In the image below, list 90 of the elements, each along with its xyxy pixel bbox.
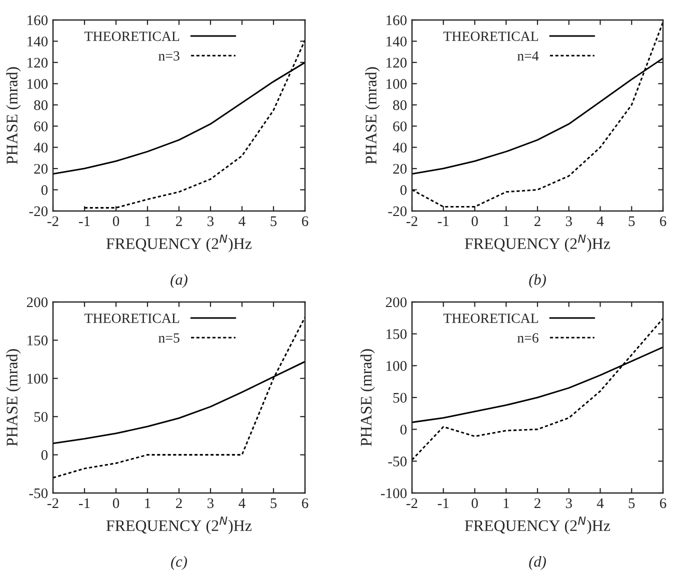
y-tick-label: 50 (393, 392, 407, 403)
y-tick-label: 0 (41, 185, 48, 195)
y-tick-label: 80 (393, 100, 407, 110)
legend-label: THEORETICAL (84, 32, 180, 41)
y-tick-label: 0 (41, 450, 48, 460)
x-tick-label: 6 (302, 216, 308, 226)
y-axis-title: PHASE (mrad) (365, 67, 380, 164)
y-tick-label: -50 (388, 456, 407, 466)
y-tick-label: 100 (386, 361, 407, 371)
x-tick-label: 2 (176, 498, 182, 508)
x-tick-label: -1 (438, 216, 449, 226)
x-tick-label: 0 (472, 498, 478, 508)
x-tick-label: 3 (208, 216, 214, 226)
y-tick-label: 200 (386, 297, 407, 308)
legend-label: n=4 (517, 51, 539, 60)
y-tick-label: 80 (34, 100, 48, 110)
x-tick-label: 4 (238, 498, 246, 508)
x-tick-label: 4 (238, 216, 246, 226)
y-tick-label: 150 (386, 329, 407, 340)
x-tick-label: 2 (534, 498, 540, 508)
x-tick-label: 0 (112, 498, 120, 508)
legend-label: THEORETICAL (84, 314, 180, 323)
y-tick-label: 100 (28, 374, 48, 384)
x-tick-label: -2 (47, 216, 58, 226)
x-tick-label: 6 (660, 498, 666, 508)
x-tick-label: 5 (628, 216, 635, 226)
x-tick-label: 3 (566, 498, 572, 508)
x-tick-label: 0 (472, 216, 478, 226)
y-tick-label: 140 (386, 36, 407, 46)
x-tick-label: 0 (112, 216, 120, 226)
text: (c) (171, 556, 188, 570)
x-tick-label: -1 (438, 498, 449, 508)
line-series (412, 21, 663, 208)
x-tick-label: 4 (596, 216, 604, 226)
y-tick-label: 150 (28, 336, 48, 346)
y-tick-label: 60 (393, 121, 407, 132)
y-tick-label: 20 (393, 164, 407, 174)
x-tick-label: 1 (504, 498, 509, 508)
y-tick-label: 0 (400, 424, 407, 435)
y-tick-label: 120 (28, 58, 48, 68)
x-tick-label: -2 (47, 498, 58, 508)
x-tick-label: 3 (208, 498, 214, 508)
y-tick-label: 20 (34, 164, 48, 174)
x-axis-title: FREQUENCY (2$^{N}$)Hz (106, 234, 252, 252)
x-tick-label: 5 (270, 498, 277, 508)
y-axis-title: PHASE (mrad) (6, 67, 21, 164)
x-tick-label: 2 (534, 216, 540, 226)
y-tick-label: 0 (400, 185, 407, 195)
y-tick-label: -20 (29, 206, 48, 216)
y-tick-label: 160 (386, 15, 407, 26)
y-tick-label: 50 (34, 412, 48, 422)
x-tick-label: 2 (176, 216, 182, 226)
y-axis-title: PHASE (mrad) (360, 349, 375, 446)
x-tick-label: -2 (406, 216, 418, 226)
text: (b) (529, 274, 546, 288)
y-tick-label: 160 (28, 15, 48, 26)
y-tick-label: 200 (26, 297, 48, 308)
y-tick-label: 140 (28, 36, 48, 46)
y-tick-label: 120 (386, 58, 407, 68)
text: (a) (170, 274, 188, 288)
x-tick-label: -1 (78, 498, 90, 508)
x-tick-label: 6 (302, 498, 308, 508)
y-tick-label: 100 (28, 79, 48, 89)
y-axis-title: PHASE (mrad) (6, 349, 21, 446)
text: (d) (529, 556, 546, 570)
y-tick-label: -50 (29, 488, 48, 498)
x-tick-label: 1 (145, 216, 150, 226)
x-axis-title: FREQUENCY (2$^{N}$)Hz (464, 516, 610, 534)
legend-label: n=5 (158, 333, 180, 343)
x-tick-label: 6 (660, 216, 666, 226)
x-axis-title: FREQUENCY (2$^{N}$)Hz (464, 234, 610, 252)
y-tick-label: 60 (34, 121, 48, 132)
x-tick-label: -1 (78, 216, 90, 226)
y-tick-label: 40 (34, 142, 48, 153)
legend-label: THEORETICAL (443, 32, 538, 41)
legend-label: n=3 (158, 51, 180, 61)
x-tick-label: 1 (145, 498, 150, 508)
legend-label: THEORETICAL (443, 314, 538, 323)
y-tick-label: -100 (380, 488, 407, 498)
y-tick-label: 100 (386, 79, 407, 89)
x-tick-label: 5 (270, 216, 277, 226)
x-tick-label: 1 (504, 216, 509, 226)
x-tick-label: 4 (596, 498, 604, 508)
y-tick-label: 40 (392, 142, 407, 153)
x-tick-label: 5 (628, 498, 635, 508)
x-axis-title: FREQUENCY (2$^{N}$)Hz (106, 516, 252, 534)
x-tick-label: 3 (566, 216, 572, 226)
legend-label: n=6 (517, 333, 538, 343)
x-tick-label: -2 (406, 498, 418, 508)
y-tick-label: -20 (388, 206, 407, 216)
